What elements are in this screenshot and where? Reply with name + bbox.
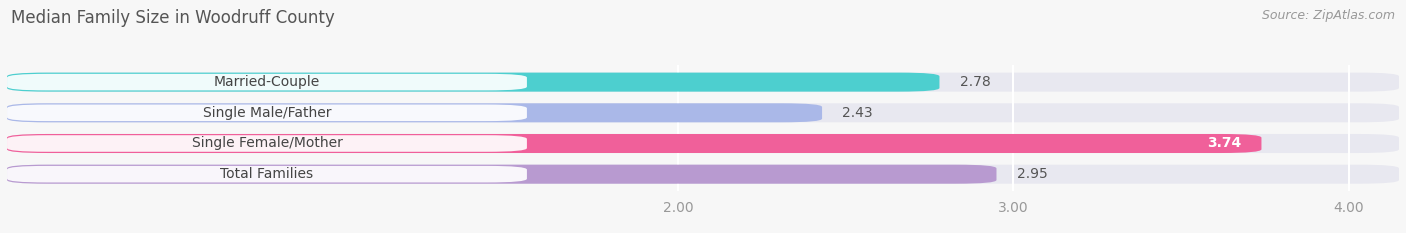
- Text: Married-Couple: Married-Couple: [214, 75, 321, 89]
- Text: 2.78: 2.78: [959, 75, 990, 89]
- FancyBboxPatch shape: [7, 134, 1261, 153]
- Text: 2.43: 2.43: [842, 106, 873, 120]
- FancyBboxPatch shape: [7, 105, 527, 121]
- FancyBboxPatch shape: [7, 135, 527, 152]
- FancyBboxPatch shape: [7, 134, 1399, 153]
- Text: 3.74: 3.74: [1208, 137, 1241, 151]
- Text: Single Female/Mother: Single Female/Mother: [191, 137, 343, 151]
- Text: 2.95: 2.95: [1017, 167, 1047, 181]
- FancyBboxPatch shape: [7, 74, 527, 90]
- Text: Source: ZipAtlas.com: Source: ZipAtlas.com: [1261, 9, 1395, 22]
- FancyBboxPatch shape: [7, 165, 1399, 184]
- FancyBboxPatch shape: [7, 73, 1399, 92]
- Text: Median Family Size in Woodruff County: Median Family Size in Woodruff County: [11, 9, 335, 27]
- FancyBboxPatch shape: [7, 165, 997, 184]
- FancyBboxPatch shape: [7, 103, 823, 122]
- FancyBboxPatch shape: [7, 103, 1399, 122]
- FancyBboxPatch shape: [7, 73, 939, 92]
- Text: Single Male/Father: Single Male/Father: [202, 106, 332, 120]
- FancyBboxPatch shape: [7, 166, 527, 182]
- Text: Total Families: Total Families: [221, 167, 314, 181]
